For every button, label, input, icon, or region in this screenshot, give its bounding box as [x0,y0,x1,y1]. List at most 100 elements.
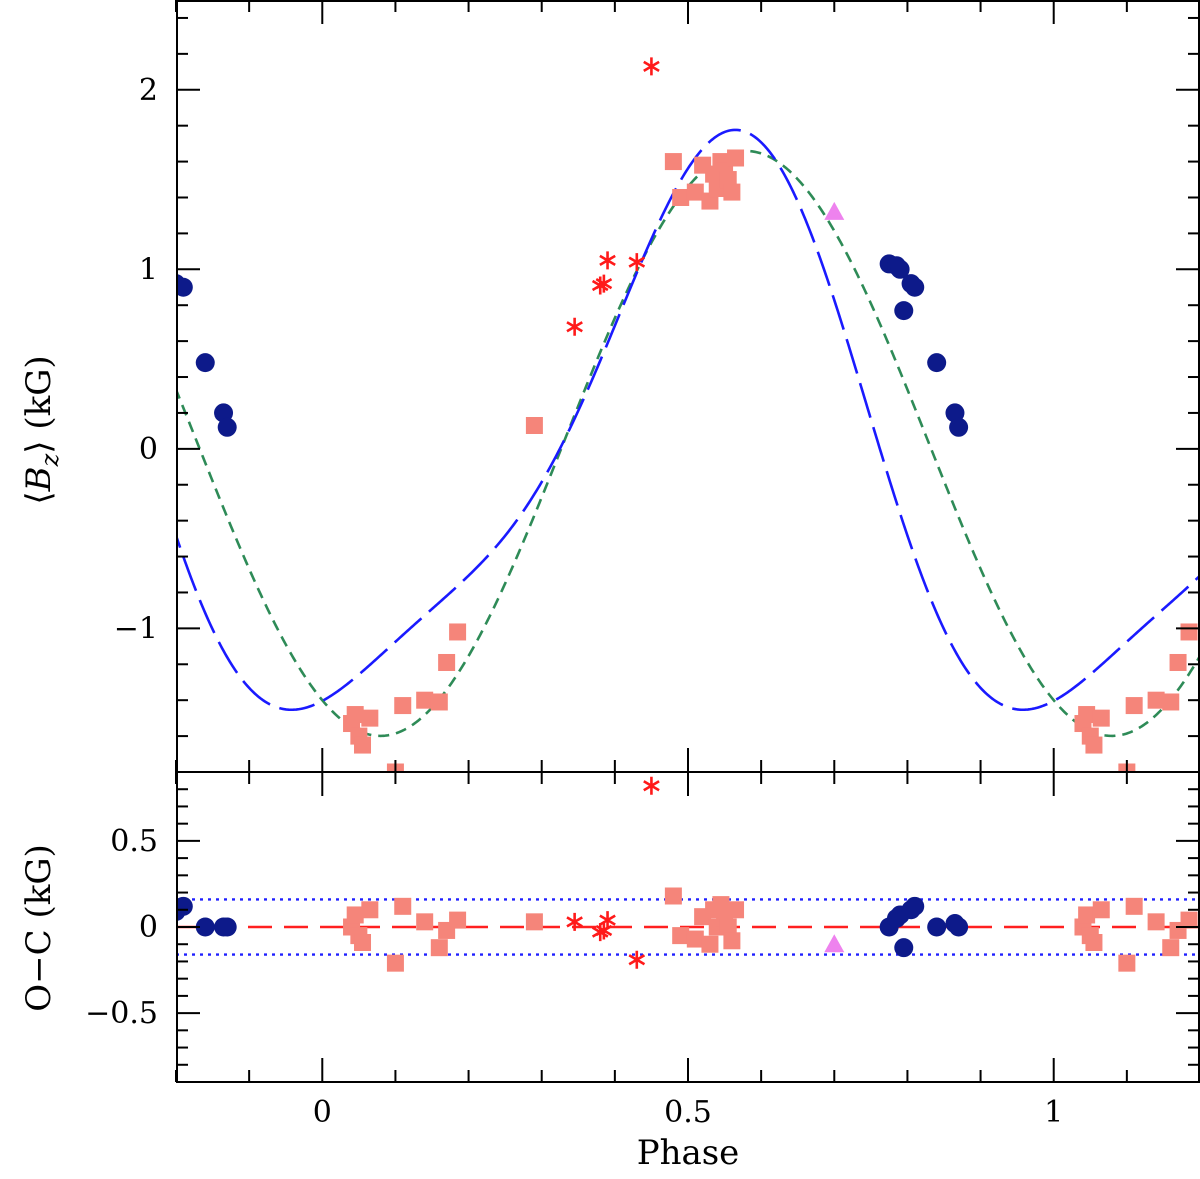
residual-square-point [346,906,364,924]
residual-square-point [416,913,434,931]
residual-circle-point [894,938,914,958]
top-square-point [525,416,543,434]
residual-square-point [723,932,741,950]
residual-square-point [394,897,412,915]
residual-star-point [628,950,646,969]
top-y-label-sub: z [36,453,64,467]
top-circle-point [927,353,947,373]
residual-square-point [727,901,745,919]
bottom-y-tick-label: −0.5 [85,996,158,1031]
top-y-label-prefix: ⟨ [19,491,59,504]
top-square-point [430,693,448,711]
residual-square-point [430,939,448,957]
residual-reference-lines [176,898,1200,956]
bottom-y-axis-label: O−C (kG) [19,844,59,1011]
top-square-point [672,188,690,206]
top-square-point [1092,709,1110,727]
top-circle-point [945,403,965,423]
top-square-point [1078,706,1096,724]
residual-square-point [525,913,543,931]
residual-square-point [1118,954,1136,972]
top-y-tick-label: −1 [114,611,158,646]
top-star-point [643,57,660,76]
residual-circle-point [905,896,925,916]
top-star-point [595,274,613,293]
residual-square-point [1147,913,1165,931]
x-tick-label: 0.5 [664,1095,712,1130]
residual-square-point [712,896,730,914]
top-circle-point [905,277,925,297]
top-square-point [723,183,741,201]
top-star-point [599,251,616,270]
residual-circle-point [176,896,193,916]
bottom-y-tick-label: 0 [139,910,158,945]
top-square-point [361,709,379,727]
top-square-point [354,736,372,754]
top-square-point [727,149,745,167]
residual-square-point [361,901,379,919]
top-star-point [566,317,583,336]
residual-circle-point [927,917,947,937]
top-square-point [449,623,467,641]
residual-square-point [701,935,719,953]
top-y-tick-label: 0 [139,432,158,467]
top-circle-point [894,301,914,321]
residual-star-point [599,911,616,930]
top-square-point [1180,623,1198,641]
residual-square-point [449,911,467,929]
top-plot-frame [176,0,1200,773]
top-square-point [686,183,704,201]
top-y-tick-label: 1 [139,252,158,287]
residual-triangle-point [824,934,845,953]
residual-star-point [595,921,613,940]
residual-square-point [1085,934,1103,951]
residual-square-point [672,927,690,945]
residual-circle-point [195,917,215,937]
residual-square-point [664,887,682,905]
top-square-point [416,691,434,709]
residual-square-point [1180,911,1198,929]
x-axis-label: Phase [637,1133,740,1173]
top-square-point [1147,691,1165,709]
top-square-point [346,706,364,724]
top-data-points [176,57,1198,772]
residual-square-point [1125,897,1143,915]
bottom-y-tick-label: 0.5 [110,824,158,859]
fit-curve-short-dash [176,149,1200,738]
top-square-point [438,653,456,671]
top-y-axis-label: ⟨Bz⟩ (kG) [19,355,64,504]
residual-square-point [1092,901,1110,919]
axis-tick-labels: 0 0.5 1 −1 0 1 2 −0.5 0 0.5 [85,73,1063,1130]
top-circle-point [217,417,237,437]
top-square-point [1162,693,1180,711]
top-star-point [628,253,646,272]
top-triangle-point [824,201,845,220]
fit-curve-long-dash [176,128,1200,712]
residual-square-point [386,954,404,972]
residual-square-point [354,934,372,951]
top-y-label-var: B [19,466,59,492]
top-square-point [394,697,412,715]
top-square-point [664,153,682,171]
axis-ticks [175,0,1200,1083]
top-y-tick-label: 2 [139,73,158,108]
top-circle-point [214,403,234,423]
residual-star-point [566,912,583,931]
residual-circle-point [949,917,969,937]
top-circle-point [195,353,215,373]
x-tick-label: 0 [313,1095,332,1130]
residual-square-point [1078,906,1096,924]
top-circle-point [949,417,969,437]
top-circle-point [176,277,193,297]
residual-square-point [686,930,704,948]
residual-star-point [643,776,660,795]
residual-square-point [1162,939,1180,957]
top-fit-curves [176,128,1200,738]
top-square-point [1125,697,1143,715]
top-square-point [1169,653,1187,671]
top-y-label-suffix: ⟩ (kG) [19,355,59,453]
residual-circle-point [217,917,237,937]
top-square-point [1085,736,1103,754]
residual-data-points [176,776,1198,972]
